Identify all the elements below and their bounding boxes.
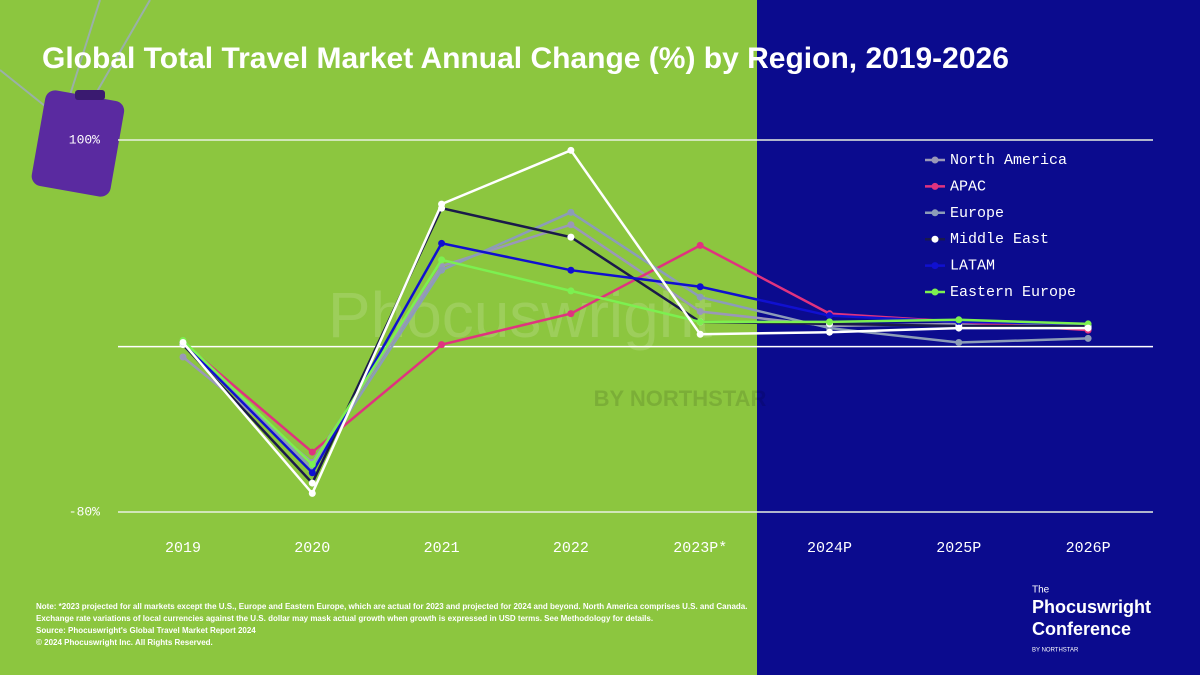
legend-marker — [931, 262, 939, 270]
point — [438, 256, 446, 264]
logo: The Phocuswright Conference BY NORTHSTAR — [1032, 585, 1151, 654]
point — [567, 287, 575, 295]
point — [308, 479, 316, 487]
legend-label: LATAM — [950, 258, 995, 275]
note: Source: Phocuswright's Global Travel Mar… — [36, 626, 256, 635]
x-tick-label: 2020 — [294, 540, 330, 557]
point — [955, 324, 963, 332]
point — [438, 266, 446, 274]
suitcase-icon — [0, 0, 151, 197]
point — [567, 266, 575, 274]
point — [696, 318, 704, 326]
logo-text: BY NORTHSTAR — [1032, 648, 1079, 654]
legend-marker — [931, 182, 939, 190]
point — [438, 200, 446, 208]
watermark: BY NORTHSTAR — [594, 386, 767, 411]
note: © 2024 Phocuswright Inc. All Rights Rese… — [36, 638, 213, 647]
point — [308, 469, 316, 477]
point — [696, 283, 704, 291]
point — [826, 312, 833, 320]
point — [567, 310, 575, 318]
legend-label: Middle East — [950, 231, 1049, 248]
series — [179, 146, 1092, 497]
legend-label: Europe — [950, 205, 1004, 222]
point — [696, 293, 704, 301]
x-tick-label: 2025P — [936, 540, 981, 557]
legend-label: North America — [950, 152, 1067, 169]
point — [308, 460, 316, 468]
point — [696, 330, 704, 338]
point — [567, 221, 575, 229]
chart-title: Global Total Travel Market Annual Change… — [42, 42, 1009, 75]
point — [955, 316, 963, 324]
point — [567, 233, 575, 241]
logo-text: Conference — [1032, 619, 1131, 639]
legend-marker — [931, 235, 939, 243]
legend-marker — [931, 156, 939, 164]
x-tick-label: 2024P — [807, 540, 852, 557]
watermark: Phocuswright — [328, 279, 712, 351]
legend-label: Eastern Europe — [950, 284, 1076, 301]
x-tick-label: 2019 — [165, 540, 201, 557]
note: Note: *2023 projected for all markets ex… — [36, 602, 747, 611]
x-tick-label: 2026P — [1066, 540, 1111, 557]
point — [438, 239, 446, 247]
series-line — [182, 148, 1089, 496]
point — [1084, 324, 1092, 332]
logo-text: The — [1032, 585, 1050, 596]
point — [826, 318, 833, 326]
point — [696, 308, 704, 316]
y-tick-label: 100% — [69, 132, 100, 147]
y-tick-label: -80% — [69, 504, 100, 519]
point — [696, 241, 704, 249]
notes: Note: *2023 projected for all markets ex… — [36, 602, 747, 647]
series-line — [182, 258, 1089, 467]
note: Exchange rate variations of local curren… — [36, 614, 653, 623]
point — [308, 489, 316, 497]
grid — [118, 139, 1153, 513]
x-tick-label: 2023P* — [673, 540, 727, 557]
background-right — [757, 0, 1200, 675]
point — [179, 339, 187, 347]
point — [567, 146, 575, 154]
logo-text: Phocuswright — [1032, 597, 1151, 617]
point — [826, 328, 833, 336]
point — [179, 353, 187, 361]
point — [438, 341, 446, 349]
background-left — [0, 0, 757, 675]
legend-marker — [931, 288, 939, 296]
point — [567, 208, 575, 216]
legend-label: APAC — [950, 178, 986, 195]
point — [1084, 334, 1092, 342]
point — [308, 448, 316, 456]
x-tick-label: 2022 — [553, 540, 589, 557]
x-tick-label: 2021 — [424, 540, 460, 557]
point — [955, 339, 963, 347]
legend-marker — [931, 209, 939, 217]
